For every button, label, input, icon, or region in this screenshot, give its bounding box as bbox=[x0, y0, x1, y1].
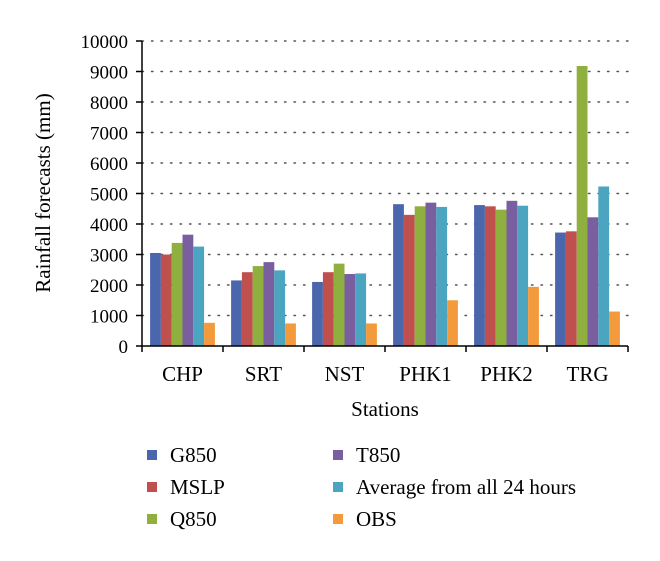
y-tick-label: 1000 bbox=[90, 307, 128, 328]
bar-t850-phk1 bbox=[425, 202, 437, 346]
y-tick-label: 3000 bbox=[90, 246, 128, 267]
bar-average-from-all-24-hours-nst bbox=[355, 273, 367, 346]
legend-item-mslp: MSLP bbox=[147, 475, 225, 499]
y-tick-label: 0 bbox=[119, 337, 129, 358]
y-axis-title: Rainfall forecasts (mm) bbox=[31, 93, 55, 292]
bar-obs-nst bbox=[366, 323, 377, 346]
bar-q850-nst bbox=[333, 263, 345, 346]
bar-q850-phk1 bbox=[414, 206, 426, 346]
bar-g850-nst bbox=[312, 281, 323, 346]
legend-swatch bbox=[333, 482, 343, 492]
legend-item-average-from-all-24-hours: Average from all 24 hours bbox=[333, 475, 576, 499]
legend-label: MSLP bbox=[170, 475, 225, 499]
y-tick-label: 10000 bbox=[81, 32, 129, 53]
legend-label: OBS bbox=[356, 507, 397, 531]
legend: G850 T850 MSLP Average from all 24 hours Q85… bbox=[147, 443, 576, 531]
y-tick-label: 5000 bbox=[90, 185, 128, 206]
bar-t850-chp bbox=[182, 234, 194, 346]
y-tick-label: 2000 bbox=[90, 276, 128, 297]
legend-item-obs: OBS bbox=[333, 507, 397, 531]
y-tick-label: 8000 bbox=[90, 93, 128, 114]
y-tick-label: 6000 bbox=[90, 154, 128, 175]
axes bbox=[136, 40, 629, 352]
bar-t850-phk2 bbox=[506, 200, 518, 346]
bar-g850-phk2 bbox=[474, 205, 485, 346]
bar-average-from-all-24-hours-trg bbox=[598, 186, 610, 346]
x-category-label: CHP bbox=[162, 362, 203, 386]
bar-mslp-nst bbox=[322, 272, 334, 346]
bar-average-from-all-24-hours-phk2 bbox=[517, 205, 529, 346]
legend-swatch bbox=[147, 514, 157, 524]
bar-obs-trg bbox=[609, 311, 620, 346]
bar-g850-phk1 bbox=[393, 204, 404, 346]
bar-average-from-all-24-hours-chp bbox=[193, 246, 205, 346]
bar-t850-trg bbox=[587, 217, 599, 346]
legend-item-t850: T850 bbox=[333, 443, 400, 467]
legend-label: G850 bbox=[170, 443, 217, 467]
bar-mslp-chp bbox=[160, 254, 172, 346]
bar-q850-chp bbox=[171, 242, 183, 346]
x-category-label: TRG bbox=[567, 362, 609, 386]
bars bbox=[150, 66, 620, 346]
legend-swatch bbox=[333, 514, 343, 524]
bar-g850-chp bbox=[150, 252, 161, 346]
legend-label: Q850 bbox=[170, 507, 217, 531]
bar-q850-srt bbox=[252, 266, 264, 346]
x-category-label: PHK2 bbox=[480, 362, 533, 386]
legend-label: T850 bbox=[356, 443, 400, 467]
bar-g850-trg bbox=[555, 232, 566, 346]
legend-label: Average from all 24 hours bbox=[356, 475, 576, 499]
y-tick-label: 4000 bbox=[90, 215, 128, 236]
legend-item-g850: G850 bbox=[147, 443, 217, 467]
y-tick-label: 7000 bbox=[90, 124, 128, 145]
bar-mslp-srt bbox=[241, 272, 253, 346]
legend-swatch bbox=[333, 450, 343, 460]
y-tick-label: 9000 bbox=[90, 63, 128, 84]
x-category-labels: CHP SRT NST PHK1 PHK2 TRG bbox=[162, 362, 608, 386]
bar-t850-nst bbox=[344, 274, 356, 346]
legend-swatch bbox=[147, 450, 157, 460]
bar-obs-phk2 bbox=[528, 286, 539, 346]
bar-obs-srt bbox=[285, 323, 296, 346]
legend-swatch bbox=[147, 482, 157, 492]
bar-mslp-phk2 bbox=[484, 206, 496, 346]
bar-t850-srt bbox=[263, 262, 275, 346]
x-category-label: SRT bbox=[245, 362, 282, 386]
bar-q850-phk2 bbox=[495, 209, 507, 346]
bar-q850-trg bbox=[576, 66, 588, 346]
bar-mslp-trg bbox=[565, 231, 577, 346]
y-tick-labels: 0 1000 2000 3000 4000 5000 6000 7000 8000 9000 100… bbox=[81, 32, 129, 358]
x-category-label: PHK1 bbox=[399, 362, 452, 386]
legend-item-q850: Q850 bbox=[147, 507, 217, 531]
x-category-label: NST bbox=[325, 362, 365, 386]
bar-obs-phk1 bbox=[447, 300, 458, 346]
bar-average-from-all-24-hours-phk1 bbox=[436, 206, 448, 346]
bar-g850-srt bbox=[231, 280, 242, 346]
bar-obs-chp bbox=[204, 322, 215, 346]
x-axis-title: Stations bbox=[351, 397, 419, 421]
bar-mslp-phk1 bbox=[403, 214, 415, 346]
bar-average-from-all-24-hours-srt bbox=[274, 270, 286, 346]
